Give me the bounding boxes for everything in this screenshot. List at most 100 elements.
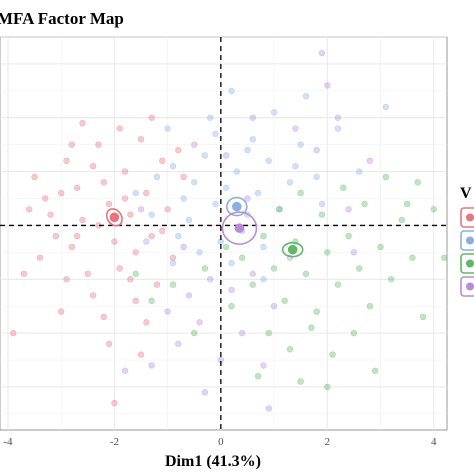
data-point [265,157,272,165]
data-point [265,329,272,337]
group-centers [105,196,304,258]
confidence-ellipse [105,208,123,227]
data-point [414,179,421,186]
data-point [281,297,288,304]
data-point [36,254,44,261]
reference-lines [0,37,447,430]
confidence-ellipse [281,241,304,258]
legend-key-point [466,213,474,222]
data-point [212,130,219,138]
data-point [169,259,177,267]
data-point [249,281,256,288]
data-point [382,173,390,181]
data-point [206,114,214,121]
data-point [169,254,177,261]
data-point [105,340,113,348]
data-point [180,195,187,202]
data-point [73,184,81,191]
data-point [191,141,198,148]
x-tick-label: -2 [110,436,119,448]
data-point [100,179,107,186]
data-point [196,319,203,326]
data-points [10,49,448,412]
data-point [297,189,304,197]
data-point [355,265,363,272]
data-point [52,232,60,240]
data-point [73,232,81,240]
data-point [132,189,139,197]
data-point [132,270,139,278]
data-point [159,157,166,165]
data-point [148,362,155,369]
data-point [254,189,262,197]
data-point [169,281,177,288]
data-point [238,329,246,337]
data-point [228,87,235,95]
data-point [148,211,155,218]
data-point [191,329,198,337]
data-point [201,389,209,396]
data-point [201,152,209,159]
data-point [260,243,267,251]
data-point [318,211,326,218]
data-point [403,200,411,208]
data-point [286,346,294,353]
legend: V [460,185,474,297]
group-center-point [287,244,298,255]
x-tick-labels: -4 -2 0 2 4 [3,436,437,448]
data-point [430,206,437,213]
data-point [57,308,65,315]
x-tick-label: -4 [3,436,13,448]
data-point [340,184,347,191]
data-point [387,276,395,283]
data-point [95,141,102,148]
data-point [260,276,267,283]
data-point [175,146,182,154]
data-point [254,372,262,380]
data-point [222,184,230,191]
data-point [180,243,187,251]
data-point [297,141,304,148]
data-point [137,136,145,143]
data-point [143,238,150,245]
data-point [302,270,310,278]
data-point [377,243,384,251]
data-point [345,206,352,213]
data-point [175,340,182,348]
data-point [334,281,342,288]
group-center-point [234,223,245,233]
data-point [441,254,448,261]
data-point [318,200,326,208]
data-point [84,270,92,278]
data-point [143,319,150,326]
data-point [111,399,118,407]
data-point [350,249,358,256]
data-point [148,232,155,240]
data-point [292,125,299,132]
data-point [47,211,54,218]
data-point [324,383,331,391]
data-point [398,216,405,224]
data-point [132,249,139,256]
data-point [249,270,256,278]
data-point [228,286,235,294]
data-point [164,125,171,132]
data-point [63,276,70,283]
data-point [116,265,123,272]
data-point [355,168,363,175]
data-point [292,163,299,170]
data-point [249,136,256,143]
data-point [180,173,187,181]
data-point [100,313,107,321]
data-point [366,157,374,165]
data-point [79,216,86,224]
data-point [302,93,310,100]
data-point [409,254,416,261]
data-point [127,211,134,218]
data-point [297,378,304,385]
data-point [42,195,49,202]
data-point [276,206,283,213]
data-point [20,270,28,278]
data-point [164,206,171,213]
